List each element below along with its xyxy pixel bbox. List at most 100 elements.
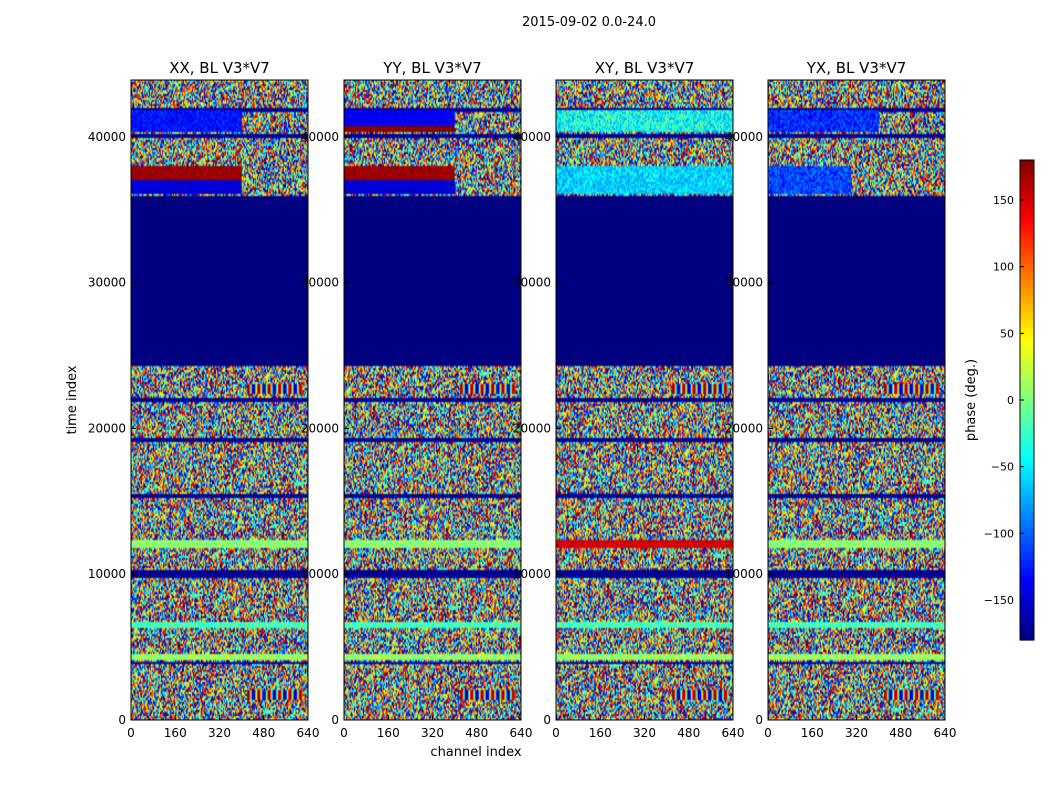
y-tick-label: 40000 xyxy=(513,130,551,144)
colorbar-segment xyxy=(1020,560,1034,565)
colorbar-segment xyxy=(1020,300,1034,305)
y-tick-label: 0 xyxy=(331,713,339,727)
colorbar-segment xyxy=(1020,216,1034,221)
colorbar-segment xyxy=(1020,404,1034,409)
colorbar-segment xyxy=(1020,632,1034,637)
colorbar-segment xyxy=(1020,448,1034,453)
colorbar-segment xyxy=(1020,208,1034,213)
colorbar-segment xyxy=(1020,476,1034,481)
panel-title: XX, BL V3*V7 xyxy=(169,59,270,77)
colorbar-segment xyxy=(1020,368,1034,373)
x-axis-label: channel index xyxy=(430,745,521,760)
colorbar-segment xyxy=(1020,256,1034,261)
colorbar-segment xyxy=(1020,488,1034,493)
heatmap-panel: YY, BL V3*V7 0 160 320 480 640 0 10000 20000 3000… xyxy=(301,59,533,740)
colorbar-segment xyxy=(1020,168,1034,173)
colorbar-segment xyxy=(1020,204,1034,209)
colorbar-segment xyxy=(1020,568,1034,573)
colorbar-segment xyxy=(1020,492,1034,497)
colorbar-segment xyxy=(1020,460,1034,465)
colorbar-segment xyxy=(1020,172,1034,177)
x-tick-label: 0 xyxy=(764,726,772,740)
y-tick-label: 20000 xyxy=(725,421,763,435)
x-tick-label: 480 xyxy=(889,726,912,740)
colorbar-segment xyxy=(1020,548,1034,553)
colorbar-segment xyxy=(1020,328,1034,333)
x-tick-label: 640 xyxy=(722,726,745,740)
heatmap-image xyxy=(768,80,945,720)
colorbar-tick-label: −100 xyxy=(984,527,1014,540)
colorbar-segment xyxy=(1020,356,1034,361)
colorbar-segment xyxy=(1020,224,1034,229)
colorbar-segment xyxy=(1020,588,1034,593)
colorbar-segment xyxy=(1020,396,1034,401)
heatmap-image xyxy=(556,80,733,720)
colorbar-segment xyxy=(1020,428,1034,433)
colorbar-segment xyxy=(1020,184,1034,189)
colorbar-segment xyxy=(1020,352,1034,357)
x-tick-label: 480 xyxy=(252,726,275,740)
x-tick-label: 160 xyxy=(164,726,187,740)
y-tick-label: 0 xyxy=(118,713,126,727)
colorbar-segment xyxy=(1020,552,1034,557)
colorbar-segment xyxy=(1020,596,1034,601)
colorbar-segment xyxy=(1020,612,1034,617)
colorbar-segment xyxy=(1020,324,1034,329)
colorbar-segment xyxy=(1020,360,1034,365)
colorbar-tick-label: 50 xyxy=(1000,327,1014,340)
colorbar-tick-label: 150 xyxy=(993,194,1014,207)
x-tick-label: 0 xyxy=(127,726,135,740)
colorbar-segment xyxy=(1020,400,1034,405)
colorbar-segment xyxy=(1020,512,1034,517)
colorbar-segment xyxy=(1020,412,1034,417)
x-tick-label: 640 xyxy=(297,726,320,740)
y-tick-label: 10000 xyxy=(301,567,339,581)
y-tick-label: 40000 xyxy=(88,130,126,144)
colorbar-segment xyxy=(1020,364,1034,369)
colorbar-segment xyxy=(1020,472,1034,477)
colorbar-segment xyxy=(1020,444,1034,449)
colorbar-segment xyxy=(1020,244,1034,249)
colorbar-segment xyxy=(1020,264,1034,269)
colorbar-segment xyxy=(1020,164,1034,169)
heatmap-panels: XX, BL V3*V7 0 160 320 480 640 0 10000 20000 3000… xyxy=(88,59,957,740)
colorbar-segment xyxy=(1020,252,1034,257)
colorbar-segment xyxy=(1020,516,1034,521)
colorbar-segment xyxy=(1020,452,1034,457)
colorbar-segment xyxy=(1020,340,1034,345)
panel-title: YX, BL V3*V7 xyxy=(806,59,907,77)
y-tick-label: 40000 xyxy=(725,130,763,144)
heatmap-image xyxy=(344,80,521,720)
panel-title: YY, BL V3*V7 xyxy=(382,59,481,77)
colorbar-segment xyxy=(1020,280,1034,285)
colorbar-segment xyxy=(1020,420,1034,425)
colorbar-label: phase (deg.) xyxy=(964,359,979,441)
colorbar-tick-label: −50 xyxy=(991,461,1014,474)
x-tick-label: 480 xyxy=(677,726,700,740)
y-tick-label: 30000 xyxy=(88,276,126,290)
colorbar-segment xyxy=(1020,296,1034,301)
colorbar-tick-label: 0 xyxy=(1007,394,1014,407)
colorbar-segment xyxy=(1020,284,1034,289)
x-tick-label: 160 xyxy=(801,726,824,740)
colorbar-segment xyxy=(1020,616,1034,621)
colorbar-segment xyxy=(1020,628,1034,633)
colorbar-segment xyxy=(1020,592,1034,597)
colorbar-segment xyxy=(1020,408,1034,413)
colorbar-segment xyxy=(1020,580,1034,585)
colorbar-segment xyxy=(1020,636,1034,641)
y-tick-label: 40000 xyxy=(301,130,339,144)
colorbar-segment xyxy=(1020,312,1034,317)
y-tick-label: 10000 xyxy=(513,567,551,581)
colorbar-segment xyxy=(1020,544,1034,549)
y-tick-label: 0 xyxy=(755,713,763,727)
colorbar-segment xyxy=(1020,456,1034,461)
colorbar-segment xyxy=(1020,332,1034,337)
y-tick-label: 20000 xyxy=(88,421,126,435)
colorbar-segment xyxy=(1020,372,1034,377)
colorbar-segment xyxy=(1020,508,1034,513)
colorbar-segment xyxy=(1020,392,1034,397)
x-tick-label: 320 xyxy=(421,726,444,740)
colorbar-segment xyxy=(1020,196,1034,201)
